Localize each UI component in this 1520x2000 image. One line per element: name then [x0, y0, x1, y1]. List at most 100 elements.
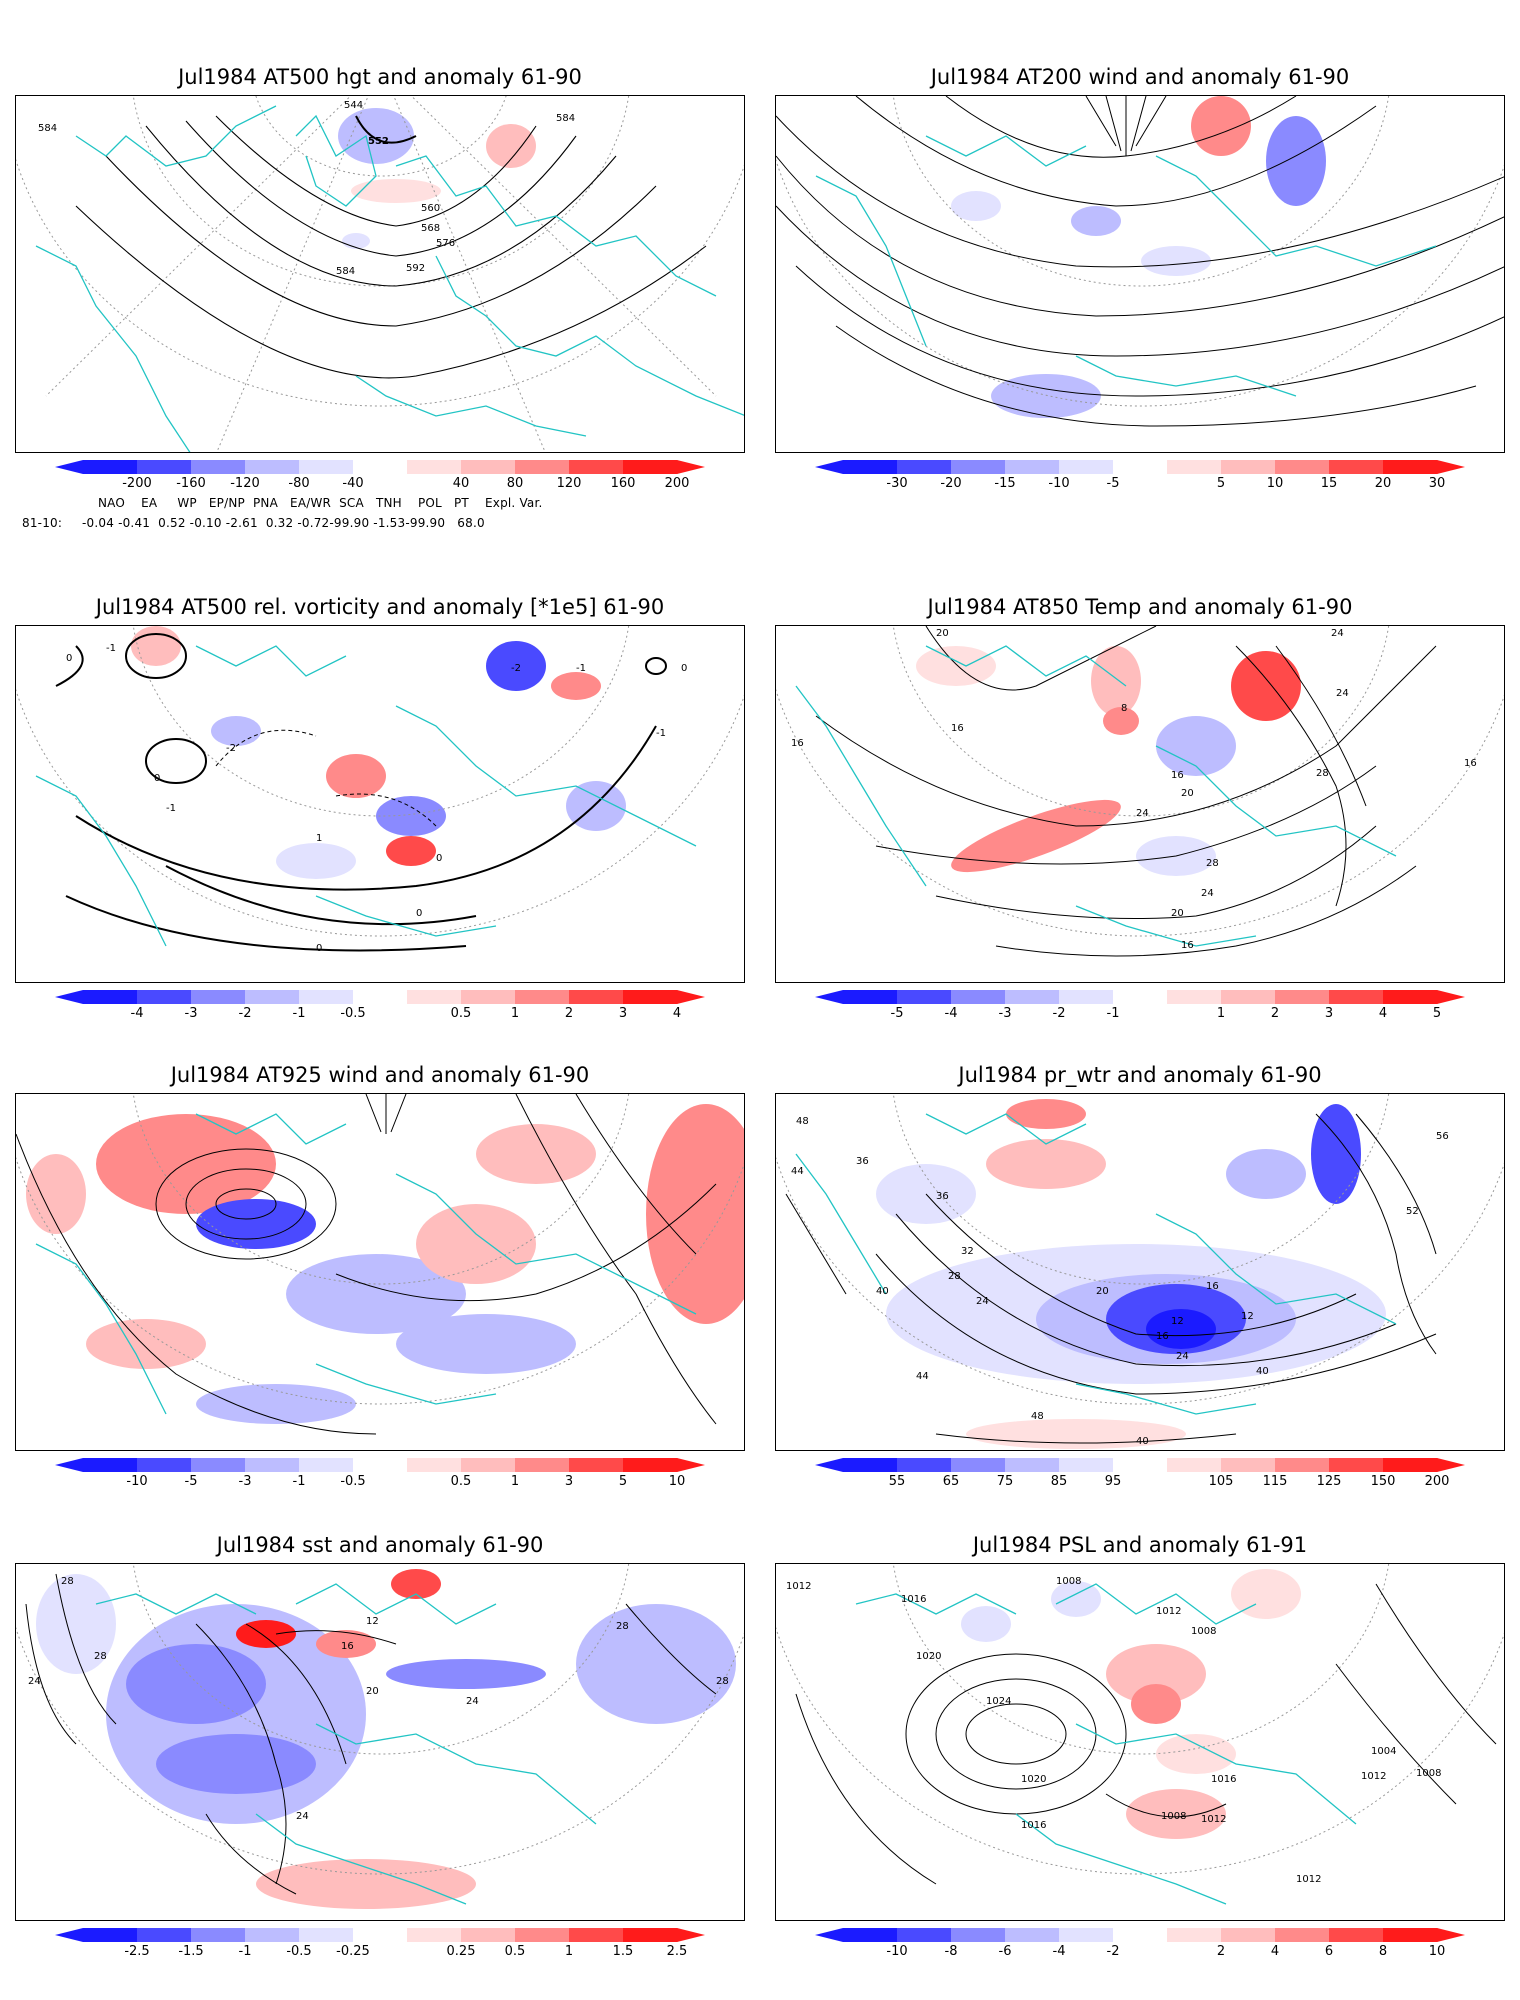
colorbar-swatch [1329, 1458, 1384, 1472]
colorbar-tick-label: 3 [564, 1474, 574, 1489]
colorbar-swatch [83, 1928, 138, 1942]
colorbar-ticks: -10 -5 -3 -1 -0.5 0.5 1 3 5 10 [55, 1474, 705, 1490]
colorbar-swatch [951, 990, 1006, 1004]
contour-label: 20 [366, 1686, 379, 1697]
colorbar-swatch [137, 1928, 192, 1942]
contour-label: 16 [1181, 940, 1194, 951]
map-canvas: 1012 1016 1008 1012 1008 1020 1024 1020 … [776, 1564, 1504, 1905]
panel-title: Jul1984 AT500 hgt and anomaly 61-90 [178, 65, 582, 89]
coastlines [795, 645, 1397, 947]
colorbar-swatch [1005, 460, 1060, 474]
map-panel-prwtr: 48 36 44 40 36 32 28 24 12 16 20 12 16 2… [775, 1093, 1505, 1451]
contour-label: 12 [1171, 1316, 1184, 1327]
contour-label: 1020 [1021, 1774, 1046, 1785]
colorbar-swatch [299, 460, 354, 474]
colorbar-swatch [1275, 990, 1330, 1004]
colorbar [55, 1928, 705, 1942]
coastlines [35, 1113, 697, 1415]
map-canvas: 0 -1 0 -2 -1 0 -1 1 0 -2 0 -1 0 [16, 626, 744, 954]
colorbar-tick-label: -1 [292, 1006, 306, 1021]
colorbar-swatch [137, 460, 192, 474]
colorbar-swatch [843, 990, 898, 1004]
colorbar-tick-label: -0.5 [340, 1474, 366, 1489]
colorbar-tick-label: -200 [122, 476, 152, 491]
contour-label: 28 [1206, 858, 1219, 869]
colorbar-end-high [1437, 990, 1465, 1004]
colorbar-end-low [55, 460, 83, 474]
colorbar-swatch [353, 460, 408, 474]
temperature-contours [815, 626, 1437, 957]
colorbar-tick-label: 10 [1266, 476, 1284, 491]
colorbar-tick-label: -3 [998, 1006, 1012, 1021]
contour-label: 0 [681, 663, 687, 674]
colorbar-swatch [1167, 460, 1222, 474]
colorbar-tick-label: 120 [556, 476, 582, 491]
contour-label: 1012 [1296, 1874, 1321, 1885]
colorbar-tick-label: -4 [944, 1006, 958, 1021]
colorbar-tick-label: -5 [184, 1474, 198, 1489]
colorbar-swatch [569, 460, 624, 474]
contour-label: 584 [38, 123, 57, 134]
contour-label: 584 [336, 266, 355, 277]
contour-label: 1020 [916, 1651, 941, 1662]
contour-label: 544 [344, 100, 363, 111]
contour-label: 1012 [786, 1581, 811, 1592]
colorbar-tick-label: -80 [288, 476, 310, 491]
colorbar-end-high [1437, 460, 1465, 474]
contour-label: 28 [716, 1676, 729, 1687]
colorbar-swatch [461, 990, 516, 1004]
colorbar-swatch [407, 1458, 462, 1472]
colorbar-swatch [1005, 1928, 1060, 1942]
colorbar-tick-label: 3 [618, 1006, 628, 1021]
coastlines [35, 105, 744, 452]
colorbar-tick-label: -15 [994, 476, 1016, 491]
colorbar-end-high [677, 460, 705, 474]
map-panel-vorticity500: 0 -1 0 -2 -1 0 -1 1 0 -2 0 -1 0 [15, 625, 745, 983]
contour-label: 1016 [1211, 1774, 1236, 1785]
colorbar-swatch [515, 1928, 570, 1942]
colorbar-tick-label: 95 [1104, 1474, 1122, 1489]
colorbar-end-low [815, 1928, 843, 1942]
map-canvas: 28 24 28 16 12 20 24 28 28 24 [16, 1564, 744, 1909]
colorbar-swatch [1059, 990, 1114, 1004]
colorbar-swatch [569, 990, 624, 1004]
contour-label: 24 [976, 1296, 989, 1307]
colorbar-tick-label: -120 [230, 476, 260, 491]
colorbar-tick-label: 200 [664, 476, 690, 491]
colorbar-tick-label: 5 [618, 1474, 628, 1489]
colorbar-tick-label: 105 [1208, 1474, 1234, 1489]
contour-labels: 28 24 28 16 12 20 24 28 28 24 [28, 1576, 729, 1822]
colorbar-swatch [897, 990, 952, 1004]
contour-labels: 0 -1 0 -2 -1 0 -1 1 0 -2 0 -1 0 [66, 643, 687, 954]
contour-label: 1008 [1416, 1768, 1441, 1779]
contour-label: 48 [1031, 1411, 1044, 1422]
panel-title: Jul1984 pr_wtr and anomaly 61-90 [958, 1063, 1322, 1087]
contour-label: 576 [436, 238, 455, 249]
map-panel-temp850: 20 16 16 24 8 16 20 24 28 16 24 20 16 28… [775, 625, 1505, 983]
colorbar-tick-label: 115 [1262, 1474, 1288, 1489]
colorbar-tick-label: -6 [998, 1944, 1012, 1959]
contour-label: 1008 [1191, 1626, 1216, 1637]
anomaly-shading [916, 646, 1301, 876]
colorbar-tick-label: -2.5 [124, 1944, 150, 1959]
colorbar [55, 1458, 705, 1472]
colorbar-swatch [407, 990, 462, 1004]
contour-label: 24 [1336, 688, 1349, 699]
contour-label: 1012 [1361, 1771, 1386, 1782]
contour-label: 16 [341, 1641, 354, 1652]
colorbar [815, 990, 1465, 1004]
colorbar-swatch [843, 1928, 898, 1942]
panel-title: Jul1984 PSL and anomaly 61-91 [972, 1533, 1308, 1557]
colorbar-tick-label: 2.5 [666, 1944, 688, 1959]
precip-water-contours [785, 1113, 1437, 1444]
colorbar-swatch [623, 1928, 678, 1942]
contour-label: 16 [1156, 1331, 1169, 1342]
colorbar-swatch [1005, 1458, 1060, 1472]
contour-label: 28 [616, 1621, 629, 1632]
anomaly-shading [876, 1099, 1386, 1449]
contour-label: 0 [154, 773, 160, 784]
colorbar-tick-label: -4 [130, 1006, 144, 1021]
map-canvas: 48 36 44 40 36 32 28 24 12 16 20 12 16 2… [776, 1094, 1504, 1449]
colorbar-tick-label: 2 [564, 1006, 574, 1021]
colorbar-swatch [299, 1928, 354, 1942]
